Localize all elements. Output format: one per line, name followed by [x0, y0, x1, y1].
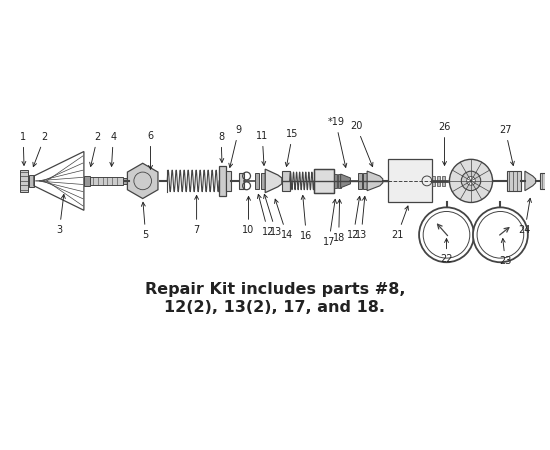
Text: 4: 4 [110, 132, 117, 166]
Text: 13: 13 [263, 194, 282, 237]
Text: 2: 2 [33, 132, 48, 166]
Bar [507, 171, 521, 191]
Text: 6: 6 [147, 131, 153, 169]
Text: 12: 12 [257, 194, 274, 237]
Text: 18: 18 [333, 199, 345, 243]
Text: Repair Kit includes parts #8,
12(2), 13(2), 17, and 18.: Repair Kit includes parts #8, 12(2), 13(… [145, 282, 405, 315]
Text: *19: *19 [327, 117, 347, 167]
Text: 15: 15 [285, 129, 299, 166]
Text: 25: 25 [0, 449, 1, 450]
Circle shape [461, 171, 481, 191]
Bar [540, 173, 550, 189]
Text: 3: 3 [56, 194, 65, 235]
Text: 16: 16 [300, 195, 312, 241]
Circle shape [449, 159, 493, 202]
Text: 26: 26 [438, 122, 451, 165]
Bar [219, 166, 226, 196]
Text: 11: 11 [256, 131, 268, 165]
Bar [432, 176, 434, 186]
Text: 1: 1 [20, 132, 26, 165]
Bar [255, 173, 259, 189]
Bar [123, 178, 129, 184]
Bar [282, 171, 290, 191]
Text: 9: 9 [229, 125, 242, 167]
Polygon shape [128, 163, 158, 198]
Text: 10: 10 [243, 197, 255, 235]
Circle shape [419, 207, 474, 262]
Text: 8: 8 [218, 132, 224, 162]
Text: 14: 14 [274, 199, 293, 240]
Bar [437, 176, 439, 186]
Circle shape [467, 176, 475, 185]
Polygon shape [265, 169, 282, 193]
Text: 24: 24 [519, 198, 531, 235]
Polygon shape [525, 171, 536, 191]
Text: 12: 12 [347, 196, 361, 240]
Bar [239, 173, 244, 189]
Bar [314, 169, 334, 193]
Bar [334, 174, 337, 188]
Bar [29, 175, 34, 187]
Text: 27: 27 [499, 125, 514, 166]
Circle shape [473, 207, 528, 262]
Bar [90, 177, 123, 185]
Polygon shape [340, 174, 350, 188]
Bar [261, 173, 265, 189]
Bar [363, 173, 367, 189]
Bar [314, 169, 334, 193]
Bar [20, 170, 28, 192]
Polygon shape [367, 171, 383, 191]
Bar [442, 176, 444, 186]
Text: 13: 13 [355, 197, 367, 240]
Bar [226, 171, 231, 191]
Text: 5: 5 [141, 202, 148, 240]
Text: 22: 22 [440, 238, 453, 264]
Bar [338, 174, 340, 188]
Bar [84, 176, 90, 186]
Text: 20: 20 [350, 121, 373, 166]
Text: 17: 17 [323, 199, 337, 247]
Text: 23: 23 [499, 238, 512, 266]
Bar [388, 159, 432, 202]
Text: 2: 2 [90, 132, 101, 166]
Bar [358, 173, 362, 189]
Text: 21: 21 [391, 206, 409, 240]
Text: 7: 7 [194, 195, 200, 235]
